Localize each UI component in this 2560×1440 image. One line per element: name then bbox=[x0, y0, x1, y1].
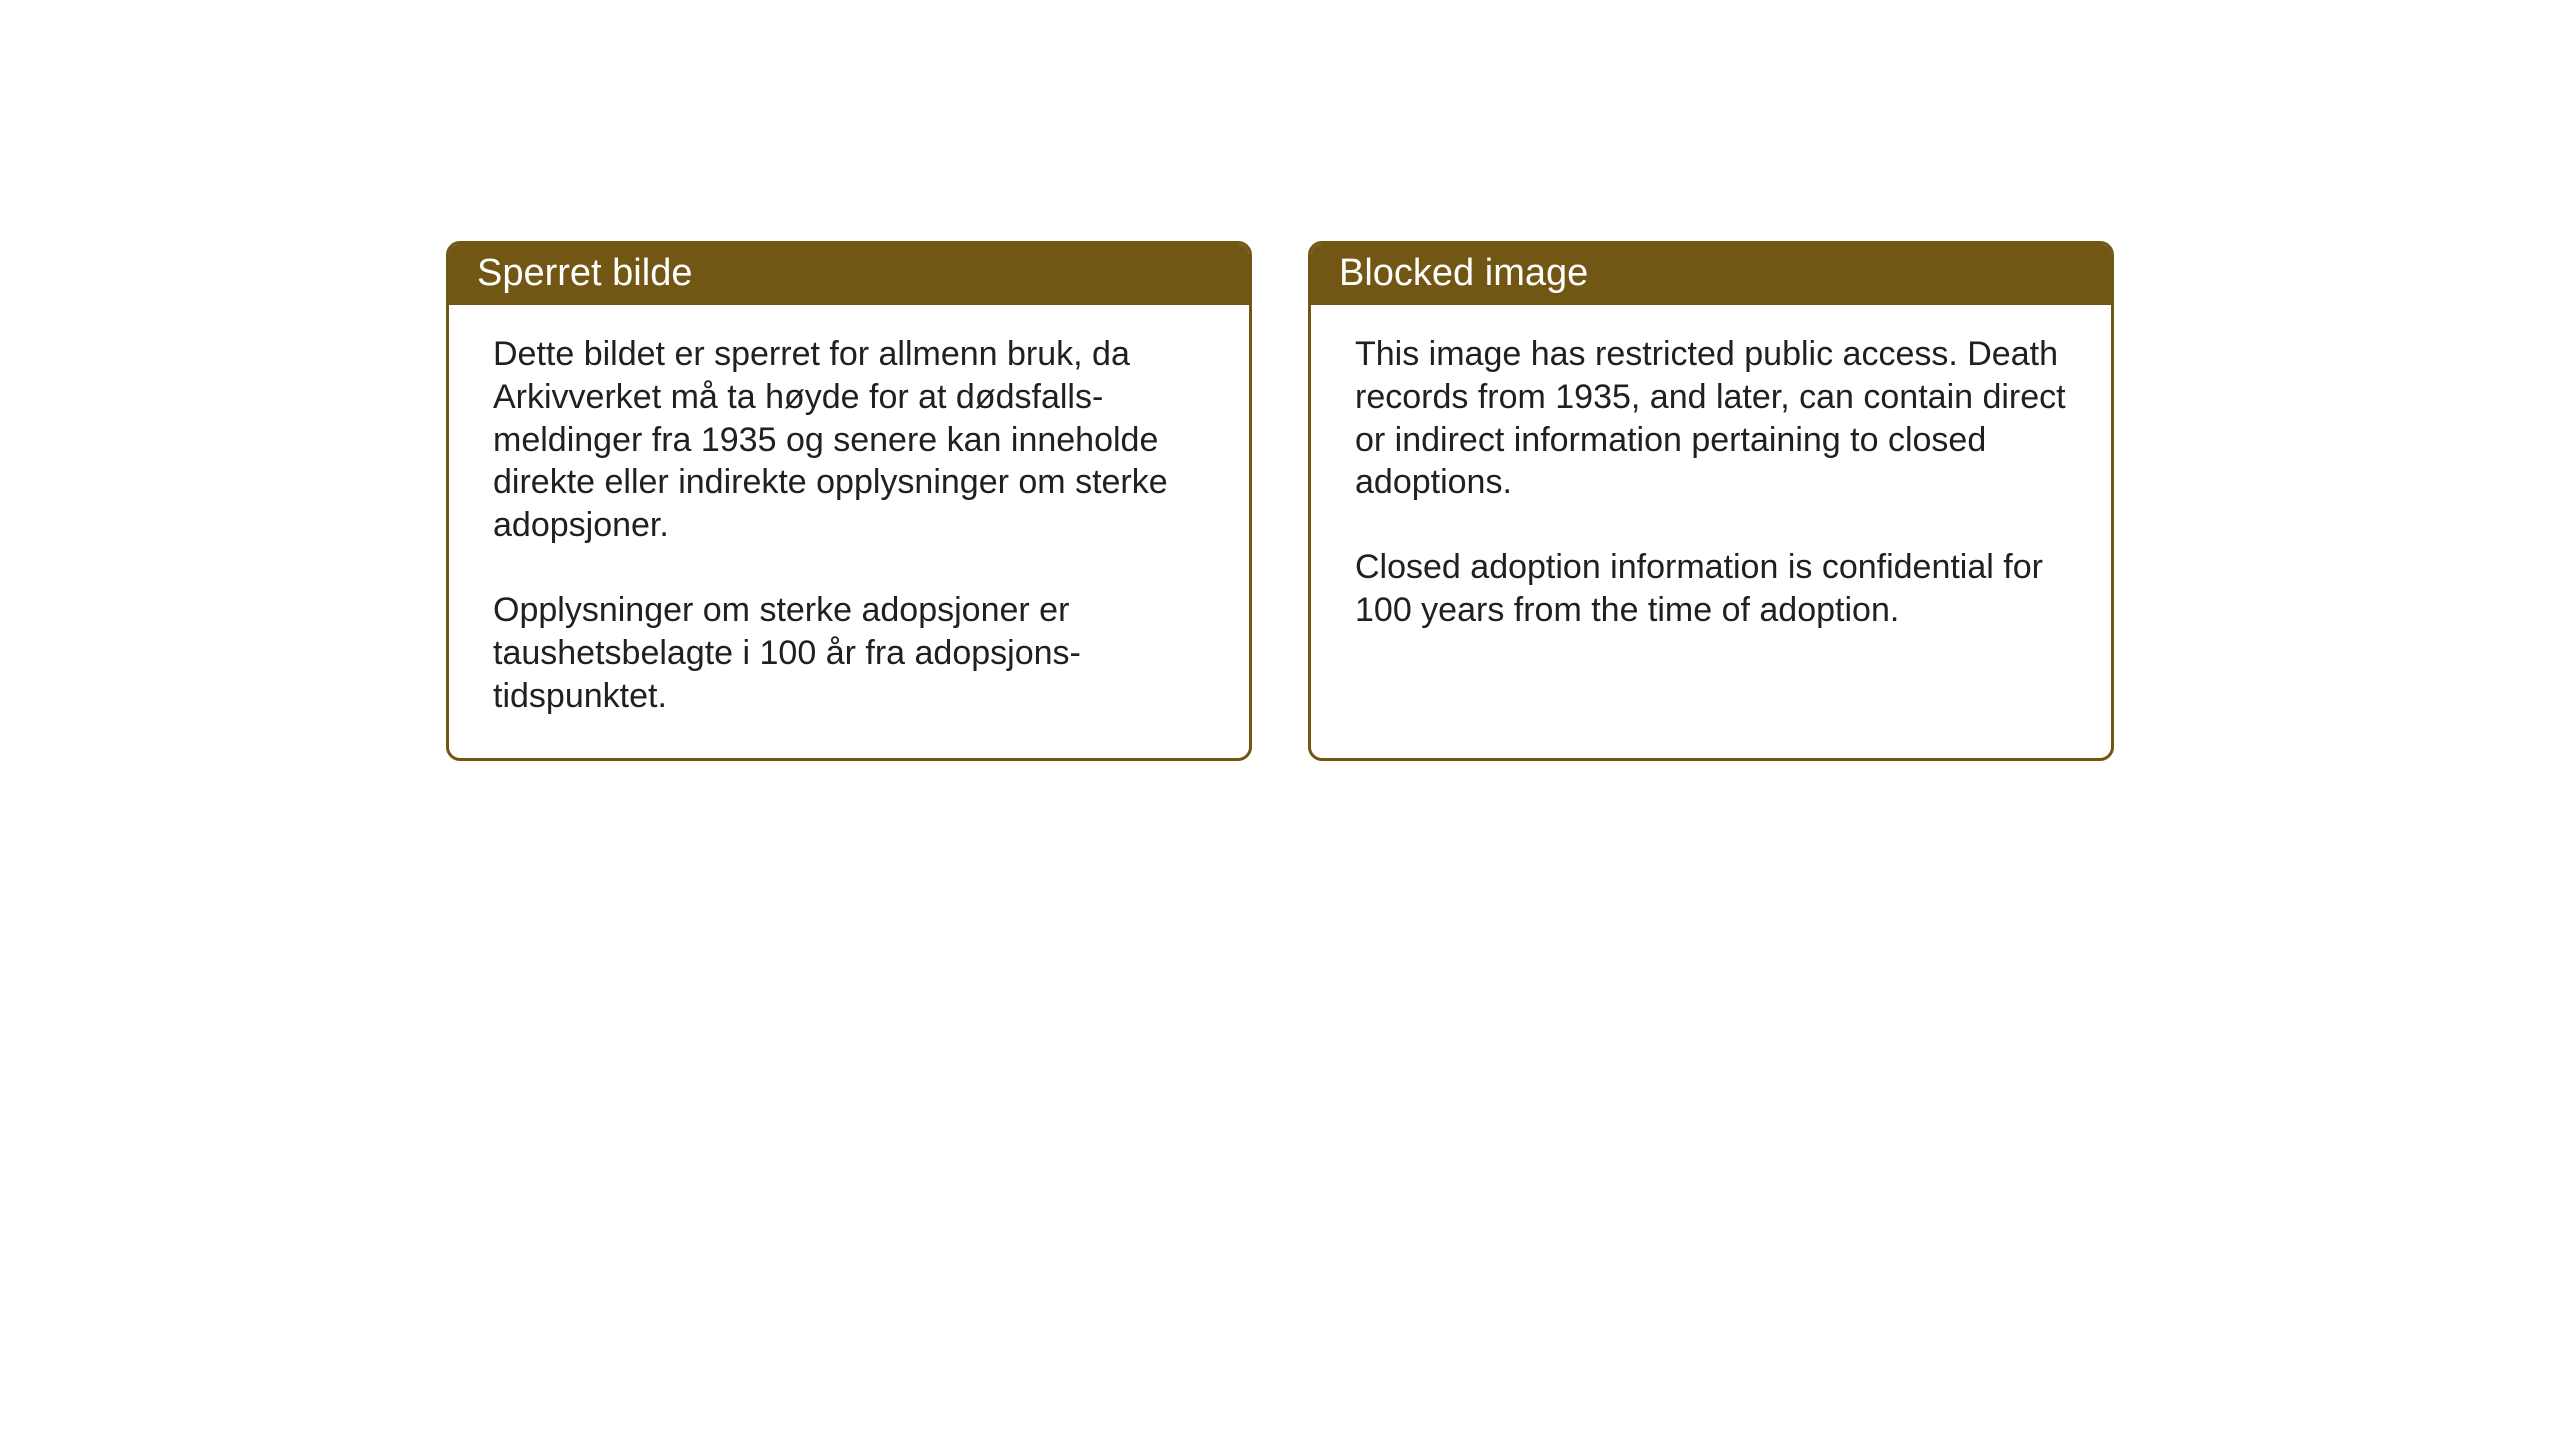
notice-card-english: Blocked image This image has restricted … bbox=[1308, 241, 2114, 761]
card-paragraph: Opplysninger om sterke adopsjoner er tau… bbox=[493, 589, 1205, 717]
card-paragraph: This image has restricted public access.… bbox=[1355, 333, 2067, 504]
card-body: Dette bildet er sperret for allmenn bruk… bbox=[449, 305, 1249, 758]
card-title: Blocked image bbox=[1339, 252, 1588, 294]
card-header: Sperret bilde bbox=[449, 244, 1249, 305]
card-body: This image has restricted public access.… bbox=[1311, 305, 2111, 747]
card-paragraph: Closed adoption information is confident… bbox=[1355, 546, 2067, 632]
card-paragraph: Dette bildet er sperret for allmenn bruk… bbox=[493, 333, 1205, 547]
card-header: Blocked image bbox=[1311, 244, 2111, 305]
notice-cards-container: Sperret bilde Dette bildet er sperret fo… bbox=[446, 241, 2114, 761]
card-title: Sperret bilde bbox=[477, 252, 692, 294]
notice-card-norwegian: Sperret bilde Dette bildet er sperret fo… bbox=[446, 241, 1252, 761]
